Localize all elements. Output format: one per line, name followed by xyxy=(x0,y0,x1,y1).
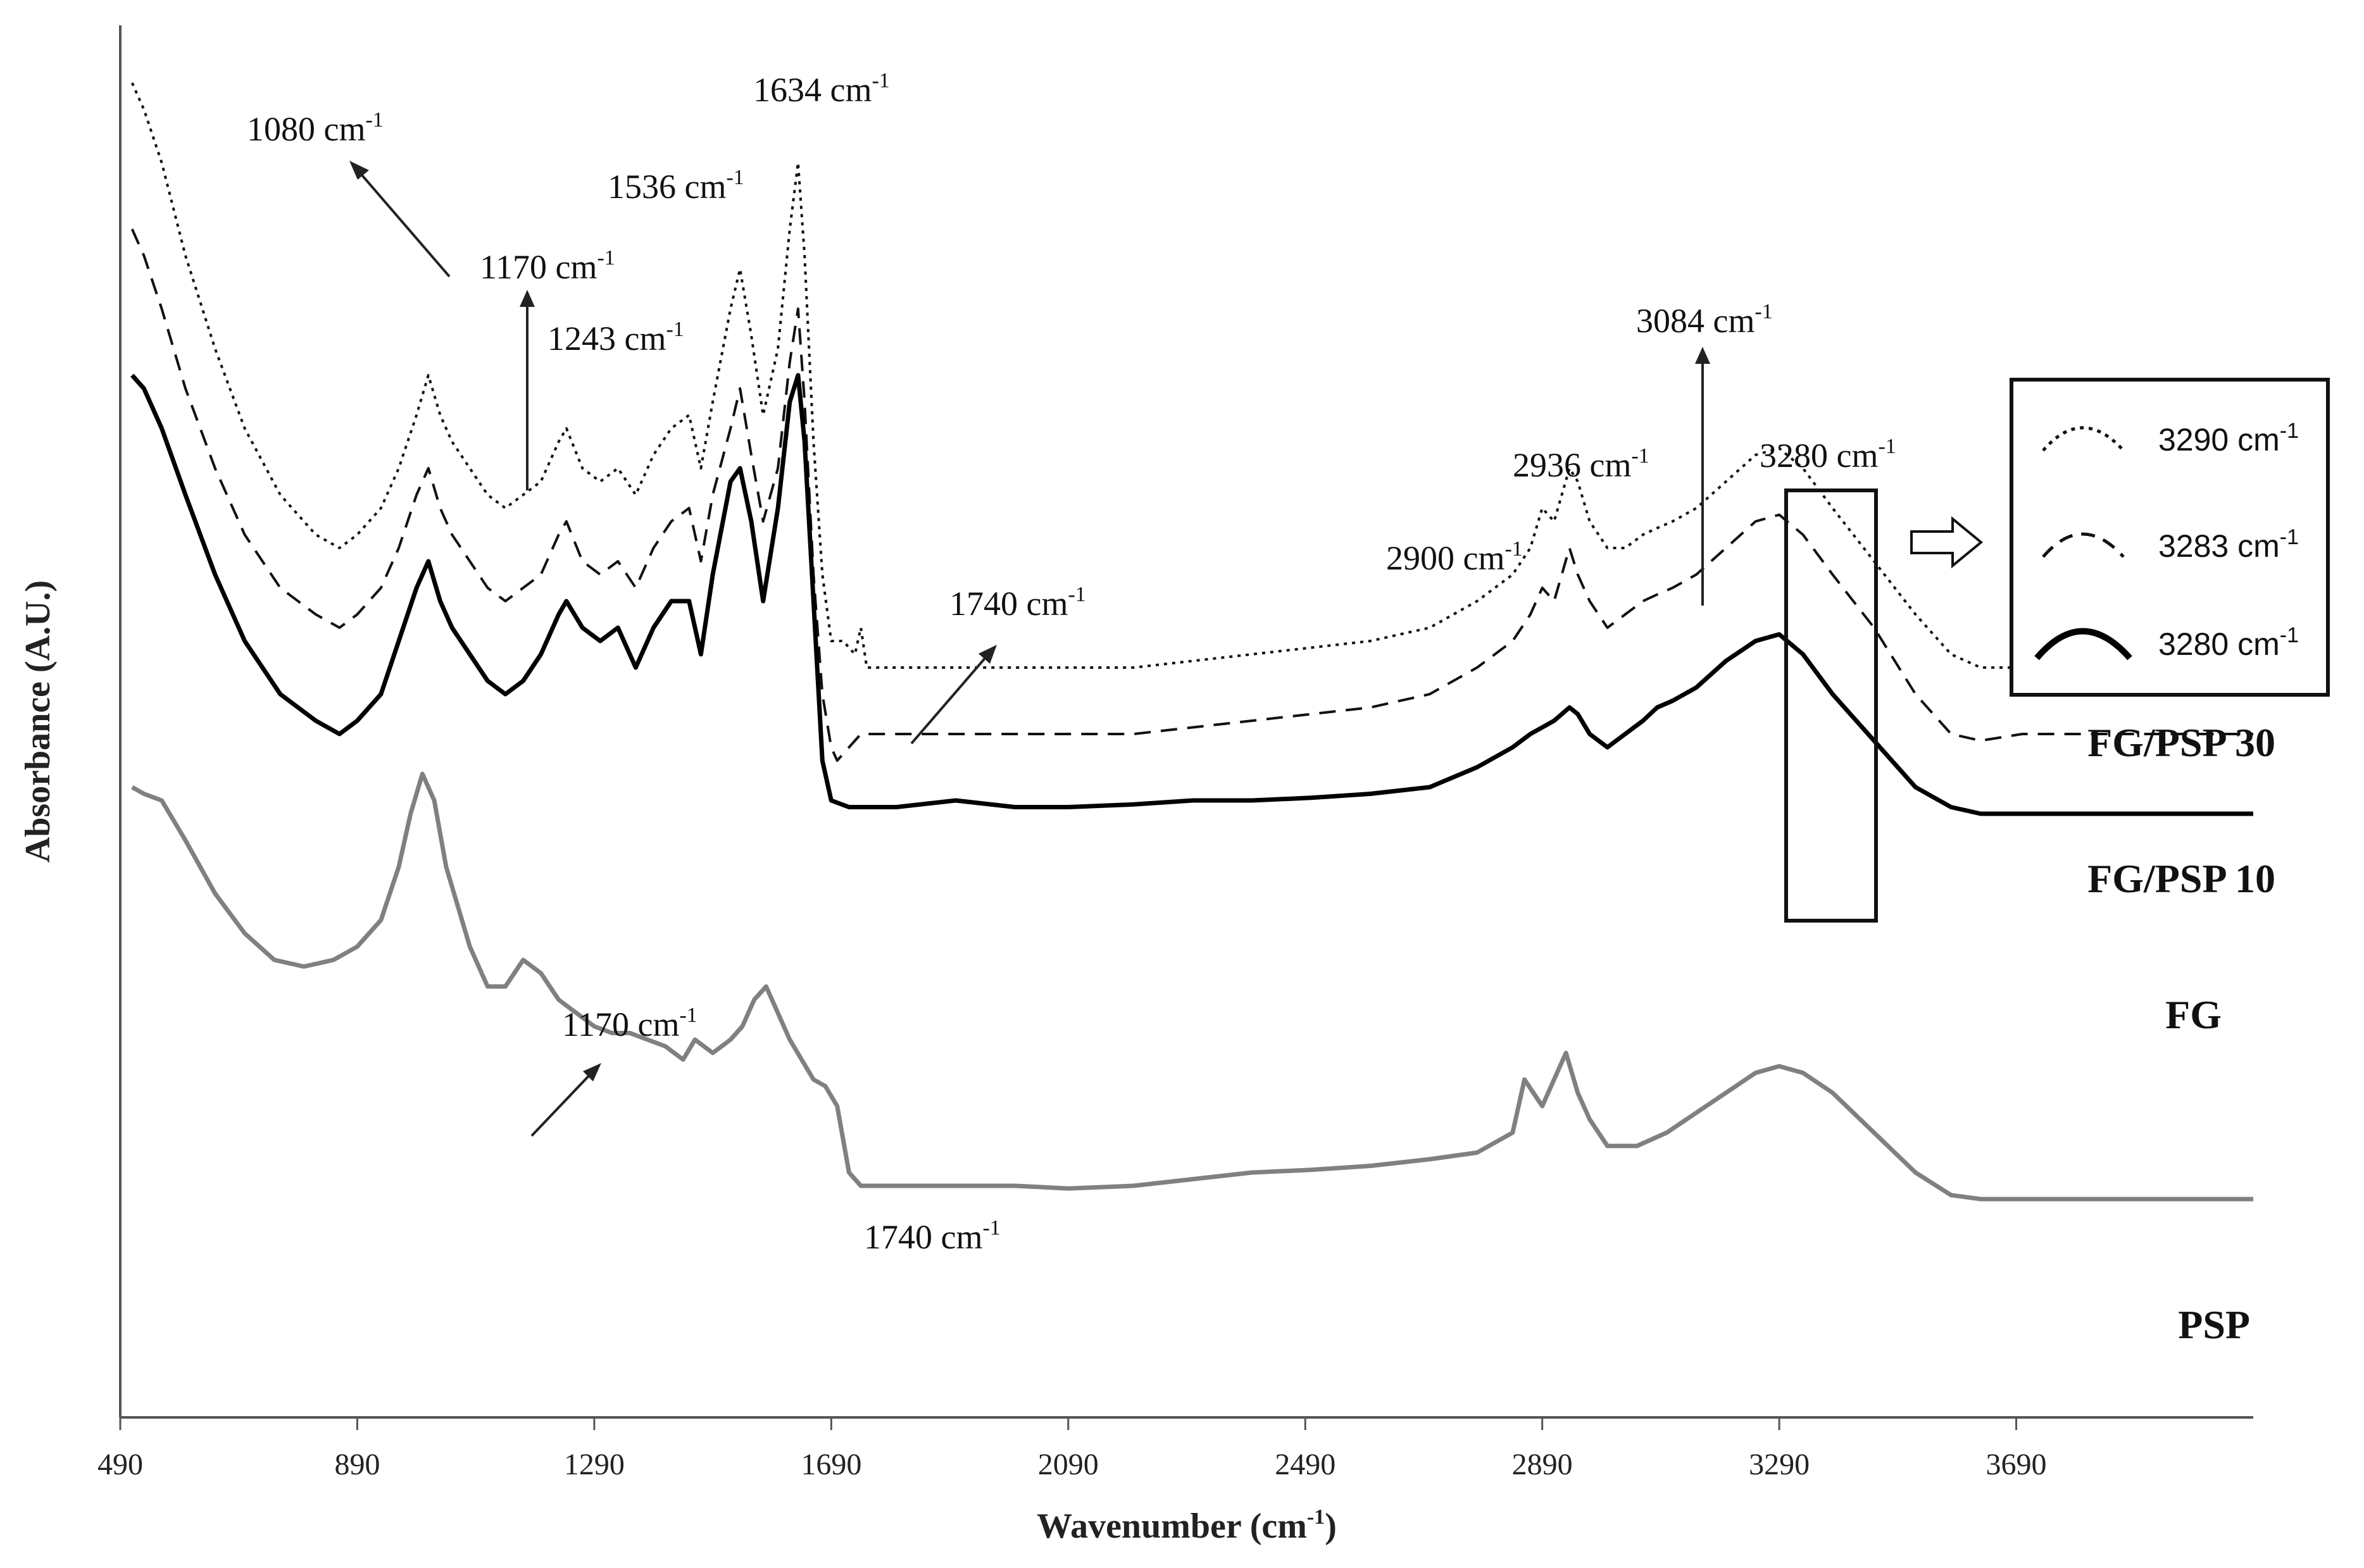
annot-1536: 1536 cm-1 xyxy=(608,166,744,206)
x-axis-title-sup: -1 xyxy=(1307,1505,1325,1529)
x-tick-label: 890 xyxy=(334,1448,380,1481)
legend-label-3280: 3280 cm-1 xyxy=(2158,623,2299,662)
x-tick-label: 3690 xyxy=(1986,1448,2047,1481)
annot-1740-top: 1740 cm-1 xyxy=(949,583,1086,623)
annot-1170-top: 1170 cm-1 xyxy=(480,246,615,286)
peak-highlight-box xyxy=(1784,488,1878,923)
x-axis-title: Wavenumber (cm-1) xyxy=(1037,1505,1337,1546)
legend-swatch-dashed xyxy=(2042,532,2125,558)
series-label-fg-psp-30: FG/PSP 30 xyxy=(2087,720,2275,765)
annot-3280: 3280 cm-1 xyxy=(1760,435,1896,475)
series-line-psp xyxy=(130,771,2253,1202)
arrow-1170-psp xyxy=(530,1068,596,1137)
legend: 3290 cm-1 3283 cm-1 3280 cm-1 xyxy=(2010,378,2330,697)
arrow-1740-top xyxy=(910,650,992,745)
series-line-fg xyxy=(130,373,2253,816)
annot-3084: 3084 cm-1 xyxy=(1636,300,1773,340)
legend-swatch-dotted xyxy=(2042,426,2125,452)
series-line-fg-psp-30 xyxy=(130,82,2253,669)
annot-1634: 1634 cm-1 xyxy=(753,69,890,109)
legend-label-3290: 3290 cm-1 xyxy=(2158,419,2299,457)
series-label-fg-psp-10: FG/PSP 10 xyxy=(2087,856,2275,901)
series-group xyxy=(130,82,2253,1202)
legend-label-3283: 3283 cm-1 xyxy=(2158,525,2299,564)
x-tick-label: 490 xyxy=(97,1448,143,1481)
annot-2900: 2900 cm-1 xyxy=(1386,537,1523,577)
annotation-arrows xyxy=(353,165,1704,1137)
arrowhead-3084 xyxy=(1695,347,1710,364)
annot-1080: 1080 cm-1 xyxy=(247,108,384,148)
x-axis-title-end: ) xyxy=(1325,1507,1337,1546)
arrowhead-1170-top xyxy=(520,290,535,307)
arrow-1080 xyxy=(353,165,451,278)
x-tick-label: 1690 xyxy=(801,1448,861,1481)
annotation-labels: 1080 cm-1 1170 cm-1 1243 cm-1 1536 cm-1 … xyxy=(247,69,1896,1256)
series-label-fg: FG xyxy=(2165,992,2222,1037)
annot-1243: 1243 cm-1 xyxy=(547,318,684,358)
legend-swatch-solid xyxy=(2034,628,2132,661)
annot-2936: 2936 cm-1 xyxy=(1513,444,1649,484)
annot-1170-psp: 1170 cm-1 xyxy=(562,1004,697,1043)
x-tick-label: 2890 xyxy=(1512,1448,1573,1481)
y-axis-title: Absorbance (A.U.) xyxy=(18,580,58,862)
x-tick-label: 1290 xyxy=(564,1448,625,1481)
arrowhead-1170-psp xyxy=(583,1063,601,1081)
legend-pointer-icon xyxy=(1910,516,1984,569)
x-ticks: 490 890 1290 1690 2090 2490 2890 3290 3690 xyxy=(97,1417,2047,1481)
arrowhead-1740-top xyxy=(979,645,997,664)
arrowheads xyxy=(349,161,1710,1081)
x-axis-title-main: Wavenumber (cm xyxy=(1037,1507,1307,1546)
annot-1740-psp: 1740 cm-1 xyxy=(864,1216,1001,1256)
series-label-psp: PSP xyxy=(2178,1302,2250,1347)
series-line-fg-psp-10 xyxy=(130,228,2253,762)
x-tick-label: 3290 xyxy=(1749,1448,1810,1481)
x-tick-label: 2490 xyxy=(1275,1448,1335,1481)
arrowhead-1080 xyxy=(349,161,369,180)
x-tick-label: 2090 xyxy=(1038,1448,1099,1481)
